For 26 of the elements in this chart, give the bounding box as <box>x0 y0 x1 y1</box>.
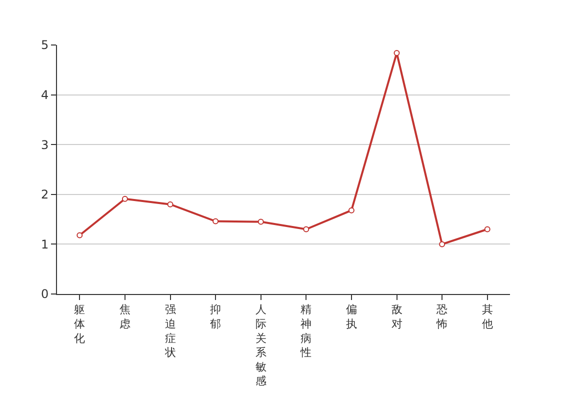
point <box>258 218 264 225</box>
y-tick-label: 4 <box>40 88 49 102</box>
x-tick-label: 其他 <box>482 303 493 330</box>
point <box>122 196 128 202</box>
y-tick-label: 2 <box>40 188 49 202</box>
x-tick-label: 焦虑 <box>119 303 130 330</box>
point <box>348 207 354 214</box>
point <box>394 50 400 56</box>
y-tick-label: 1 <box>40 237 49 252</box>
point <box>167 201 174 208</box>
point <box>484 226 490 232</box>
point <box>76 232 83 238</box>
y-tick-label: 0 <box>40 287 49 302</box>
x-tick-label: 偏执 <box>346 303 357 330</box>
x-tick-label: 强迫症状 <box>164 303 176 360</box>
x-tick-label: 抑郁 <box>210 303 222 330</box>
x-tick-label: 敌对 <box>391 303 402 330</box>
point <box>303 226 310 232</box>
y-tick-label: 3 <box>40 138 49 152</box>
x-tick-label: 人际关系敏感 <box>255 303 266 388</box>
y-tick-label: 5 <box>40 38 49 52</box>
x-tick-label: 精神病性 <box>300 303 312 360</box>
x-tick-label: 躯体化 <box>74 303 86 345</box>
x-tick-label: 恐怖 <box>436 303 448 330</box>
point <box>212 218 219 224</box>
point <box>439 241 446 248</box>
